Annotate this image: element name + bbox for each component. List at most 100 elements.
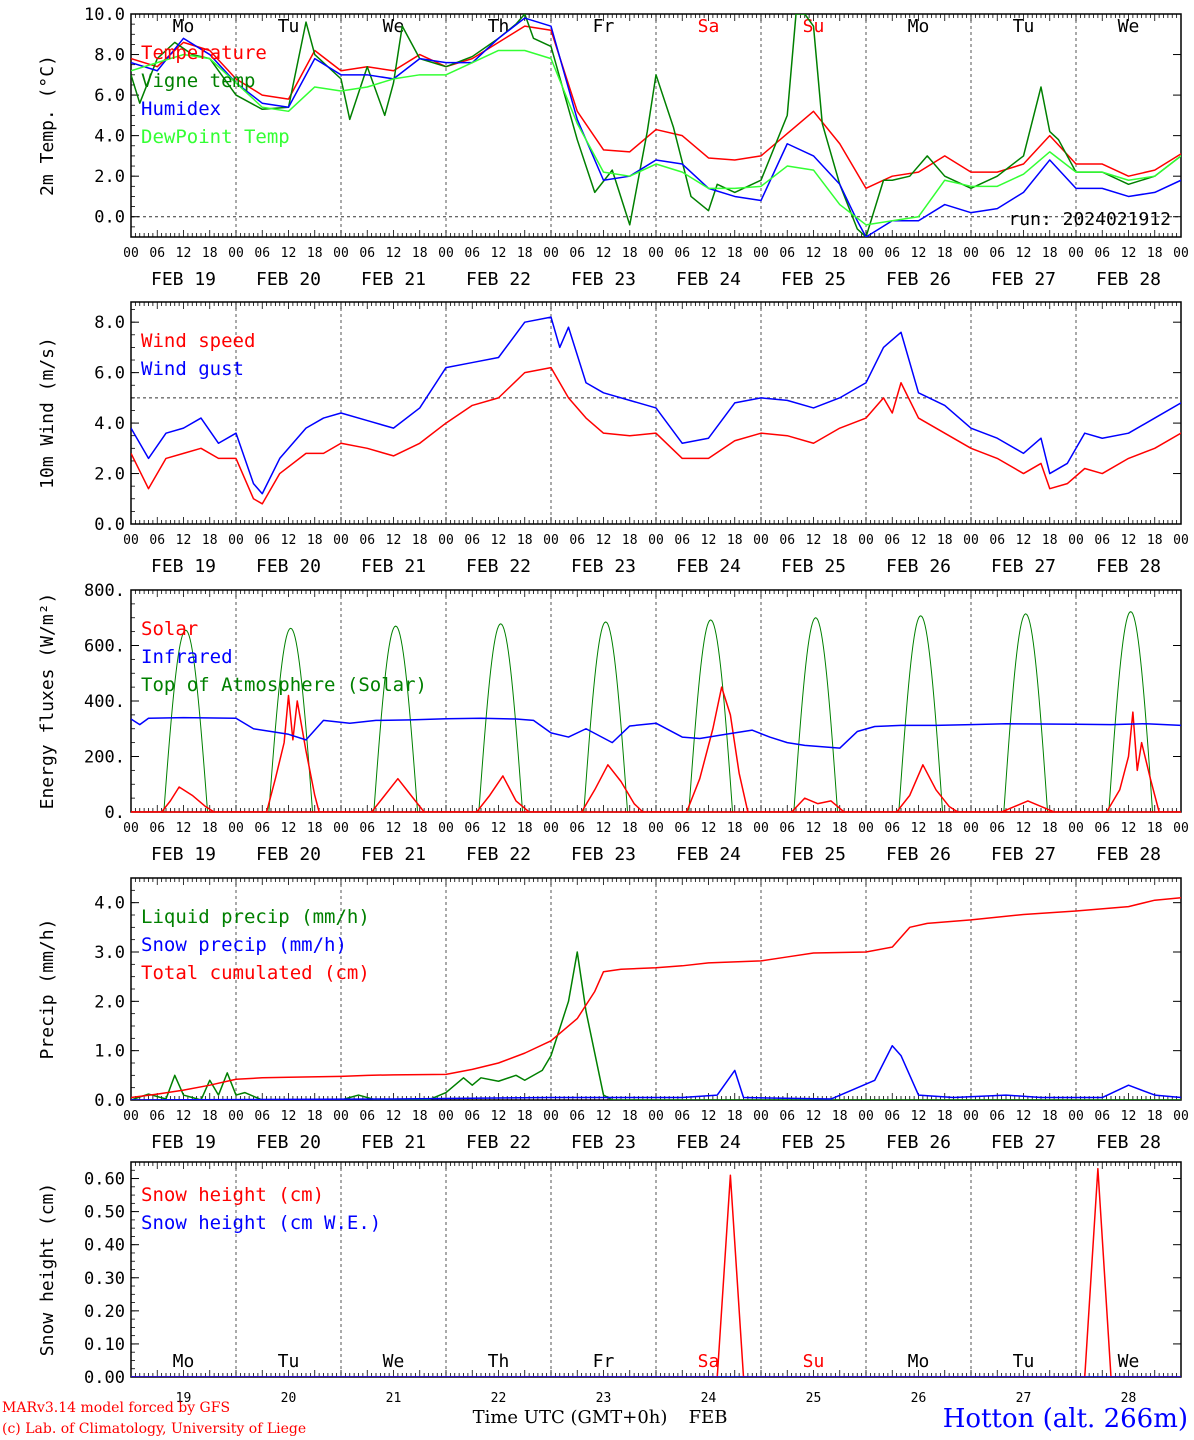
hour-tick-label: 00 <box>753 533 769 548</box>
hour-tick-label: 06 <box>359 821 375 836</box>
hour-tick-label: 12 <box>911 821 927 836</box>
hour-tick-label: 18 <box>412 533 428 548</box>
hour-tick-label: 12 <box>491 246 507 261</box>
y-tick-label: 3.0 <box>94 943 125 963</box>
hour-tick-label: 12 <box>281 246 297 261</box>
hour-tick-label: 00 <box>963 821 979 836</box>
hour-tick-label: 00 <box>858 246 874 261</box>
date-label: FEB 25 <box>781 556 846 577</box>
hour-tick-label: 06 <box>359 533 375 548</box>
series-line-snow-precip-mm-h <box>131 1044 1181 1100</box>
hour-tick-label: 00 <box>858 533 874 548</box>
date-label: FEB 28 <box>1096 556 1161 577</box>
time-axis-title: Time UTC (GMT+0h) <box>473 1407 668 1428</box>
hour-tick-label: 18 <box>727 1109 743 1124</box>
hour-tick-label: 18 <box>622 533 638 548</box>
hour-tick-label: 06 <box>674 246 690 261</box>
hour-tick-label: 06 <box>1094 1109 1110 1124</box>
hour-tick-label: 06 <box>989 821 1005 836</box>
y-tick-label: 2.0 <box>94 992 125 1012</box>
copyright-credit: (c) Lab. of Climatology, University of L… <box>2 1421 306 1437</box>
date-label: FEB 21 <box>361 1132 426 1153</box>
hour-tick-label: 18 <box>517 246 533 261</box>
hour-tick-label: 00 <box>123 533 139 548</box>
hour-tick-label: 06 <box>884 533 900 548</box>
hour-tick-label: 00 <box>438 821 454 836</box>
hour-tick-label: 00 <box>123 246 139 261</box>
y-axis-label: 10m Wind (m/s) <box>37 337 58 489</box>
hour-tick-label: 12 <box>1016 246 1032 261</box>
hour-tick-label: 06 <box>989 533 1005 548</box>
date-label: FEB 28 <box>1096 269 1161 290</box>
legend-entry: Humidex <box>141 98 221 120</box>
hour-tick-label: 18 <box>1042 821 1058 836</box>
hour-tick-label: 12 <box>701 246 717 261</box>
hour-tick-label: 18 <box>517 1109 533 1124</box>
y-tick-label: 400. <box>84 692 125 712</box>
model-credit: MARv3.14 model forced by GFS <box>2 1400 230 1416</box>
y-axis-label: 2m Temp. (°C) <box>37 55 58 196</box>
hour-tick-label: 06 <box>569 246 585 261</box>
date-label: FEB 24 <box>676 269 741 290</box>
day-number-label: 25 <box>806 1391 822 1406</box>
series-line-snow-height-cm <box>131 1167 1181 1377</box>
day-number-label: 22 <box>491 1391 507 1406</box>
day-number-label: 28 <box>1121 1391 1137 1406</box>
hour-tick-label: 12 <box>806 1109 822 1124</box>
day-of-week-label: We <box>383 1351 405 1372</box>
legend-entry: Top of Atmosphere (Solar) <box>141 674 427 696</box>
y-tick-label: 0.0 <box>94 208 125 228</box>
hour-tick-label: 00 <box>858 821 874 836</box>
y-tick-label: 0.10 <box>84 1335 125 1355</box>
series-line-vigne-temp <box>131 14 1181 237</box>
hour-tick-label: 12 <box>1121 821 1137 836</box>
y-tick-label: 8.0 <box>94 46 125 66</box>
time-ticks <box>130 14 1182 237</box>
hour-tick-label: 00 <box>333 246 349 261</box>
hour-tick-label: 00 <box>1173 533 1189 548</box>
date-label: FEB 23 <box>571 556 636 577</box>
legend-entry: Vigne temp <box>141 70 255 92</box>
hour-tick-label: 12 <box>491 1109 507 1124</box>
y-tick-label: 0.20 <box>84 1302 125 1322</box>
hour-tick-label: 00 <box>753 246 769 261</box>
legend-entry: DewPoint Temp <box>141 126 290 148</box>
hour-tick-label: 18 <box>727 821 743 836</box>
y-tick-label: 4.0 <box>94 894 125 914</box>
hour-tick-label: 12 <box>176 821 192 836</box>
hour-tick-label: 18 <box>202 246 218 261</box>
day-of-week-label: Mo <box>908 1351 930 1372</box>
hour-tick-label: 18 <box>937 246 953 261</box>
time-ticks <box>130 1162 1182 1377</box>
hour-tick-label: 06 <box>884 1109 900 1124</box>
hour-tick-label: 06 <box>464 821 480 836</box>
hour-tick-label: 00 <box>543 533 559 548</box>
hour-tick-label: 06 <box>674 533 690 548</box>
toa-solar-line <box>163 611 1154 812</box>
hour-tick-label: 06 <box>254 533 270 548</box>
hour-tick-label: 18 <box>937 821 953 836</box>
y-tick-label: 4.0 <box>94 414 125 434</box>
series-line-humidex <box>131 17 1181 237</box>
hour-tick-label: 12 <box>386 821 402 836</box>
hour-tick-label: 12 <box>911 1109 927 1124</box>
series-line-infrared <box>131 716 1181 749</box>
date-label: FEB 20 <box>256 1132 321 1153</box>
hour-tick-label: 06 <box>1094 246 1110 261</box>
day-of-week-label: Tu <box>278 1351 300 1372</box>
hour-tick-label: 06 <box>779 533 795 548</box>
y-axis-label: Energy fluxes (W/m²) <box>37 593 58 810</box>
hour-tick-label: 12 <box>176 246 192 261</box>
day-of-week-label: Su <box>803 1351 825 1372</box>
hour-tick-label: 18 <box>307 1109 323 1124</box>
hour-tick-label: 06 <box>464 1109 480 1124</box>
hour-tick-label: 00 <box>1068 1109 1084 1124</box>
legend-entry: Total cumulated (cm) <box>141 962 370 984</box>
hour-tick-label: 12 <box>596 821 612 836</box>
y-tick-label: 0.30 <box>84 1269 125 1289</box>
hour-tick-label: 12 <box>911 533 927 548</box>
date-label: FEB 22 <box>466 556 531 577</box>
hour-tick-label: 00 <box>543 821 559 836</box>
hour-tick-label: 06 <box>464 246 480 261</box>
panels: 0.0 2.0 4.0 6.0 8.0 10.0 2m Temp. (°C) 00 06 12 18… <box>37 5 1189 1406</box>
